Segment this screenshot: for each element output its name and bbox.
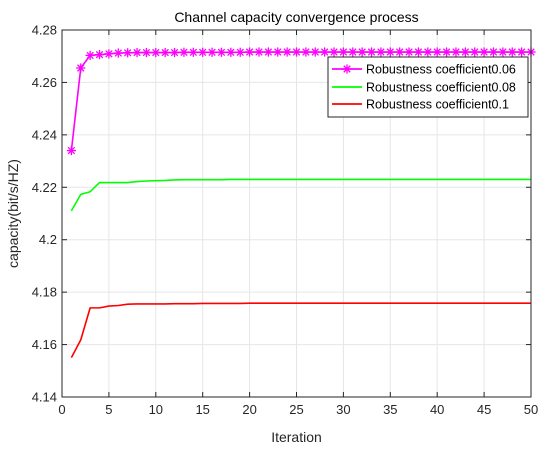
data-point-asterisk <box>85 50 95 61</box>
data-point-asterisk <box>291 47 302 57</box>
legend-label-series-2: Robustness coefficient0.08 <box>366 81 516 95</box>
data-point-asterisk <box>329 47 339 57</box>
data-point-asterisk <box>320 47 330 57</box>
data-point-asterisk <box>441 47 452 57</box>
data-point-asterisk <box>282 47 292 57</box>
data-point-asterisk <box>342 64 352 74</box>
series-line-3 <box>70 302 531 359</box>
data-point-asterisk <box>395 47 405 57</box>
y-tick-label: 4.14 <box>32 390 57 405</box>
data-point-asterisk <box>451 47 461 57</box>
data-point-asterisk <box>66 145 76 156</box>
data-point-asterisk <box>94 50 105 60</box>
data-point-asterisk <box>263 47 273 57</box>
data-point-asterisk <box>348 47 358 57</box>
data-point-asterisk <box>413 47 424 57</box>
x-tick-label: 5 <box>105 402 112 417</box>
data-point-asterisk <box>385 47 395 57</box>
data-point-asterisk <box>338 47 348 57</box>
data-point-asterisk <box>507 47 517 57</box>
legend: Robustness coefficient0.06 Robustness co… <box>327 56 529 118</box>
data-point-asterisk <box>235 47 245 57</box>
data-point-asterisk <box>366 47 377 57</box>
data-point-asterisk <box>404 47 414 57</box>
data-point-asterisk <box>517 47 527 57</box>
data-point-asterisk <box>123 48 133 58</box>
x-tick-label: 35 <box>383 402 397 417</box>
data-point-asterisk <box>498 47 508 57</box>
y-tick-label: 4.2 <box>39 232 57 247</box>
x-tick-label: 15 <box>195 402 209 417</box>
data-point-asterisk <box>488 47 499 57</box>
legend-marker-asterisk <box>342 64 352 74</box>
series-line-2 <box>70 178 531 212</box>
legend-label-series-3: Robustness coefficient0.1 <box>366 98 509 112</box>
data-point-asterisk <box>301 47 311 57</box>
x-tick-label: 40 <box>430 402 444 417</box>
x-tick-label: 20 <box>242 402 256 417</box>
data-point-asterisk <box>104 49 114 59</box>
data-point-asterisk <box>132 47 142 58</box>
x-tick-label: 25 <box>289 402 303 417</box>
data-point-asterisk <box>357 47 367 57</box>
axis-ticks: 0 5 10 15 20 25 30 35 40 45 50 4.14 4.16 4.18 4.2 4.22 4… <box>32 23 539 418</box>
data-point-asterisk <box>226 47 236 57</box>
x-tick-label: 10 <box>149 402 163 417</box>
data-point-asterisk <box>273 47 283 57</box>
data-point-asterisk <box>216 47 227 57</box>
data-point-asterisk <box>151 47 161 58</box>
data-point-asterisk <box>76 63 86 73</box>
data-point-asterisk <box>113 48 123 58</box>
x-tick-label: 0 <box>58 402 65 417</box>
chart-title: Channel capacity convergence process <box>174 9 418 25</box>
x-tick-label: 45 <box>477 402 491 417</box>
data-point-asterisk <box>179 47 189 57</box>
data-point-asterisk <box>423 47 433 57</box>
data-point-asterisk <box>207 47 217 57</box>
y-tick-label: 4.24 <box>32 127 57 142</box>
y-tick-label: 4.26 <box>32 75 57 90</box>
x-tick-label: 30 <box>336 402 350 417</box>
legend-label-series-1: Robustness coefficient0.06 <box>366 63 516 77</box>
data-point-asterisk <box>141 47 152 58</box>
data-point-asterisk <box>376 47 386 57</box>
data-point-asterisk <box>188 47 198 57</box>
y-tick-label: 4.18 <box>32 285 57 300</box>
data-point-asterisk <box>245 47 255 57</box>
x-axis-title: Iteration <box>271 429 322 445</box>
data-point-asterisk <box>460 47 470 57</box>
data-point-asterisk <box>254 47 264 57</box>
data-point-asterisk <box>160 47 170 58</box>
y-axis-title: capacity(bit/s/HZ) <box>5 159 21 268</box>
data-point-asterisk <box>310 47 320 57</box>
x-tick-label: 50 <box>524 402 538 417</box>
data-point-asterisk <box>169 47 180 58</box>
data-point-asterisk <box>479 47 489 57</box>
data-point-asterisk <box>470 47 480 57</box>
y-tick-label: 4.22 <box>32 180 57 195</box>
data-point-asterisk <box>198 47 208 57</box>
y-tick-label: 4.28 <box>32 23 57 38</box>
y-tick-label: 4.16 <box>32 337 57 352</box>
data-point-asterisk <box>432 47 442 57</box>
